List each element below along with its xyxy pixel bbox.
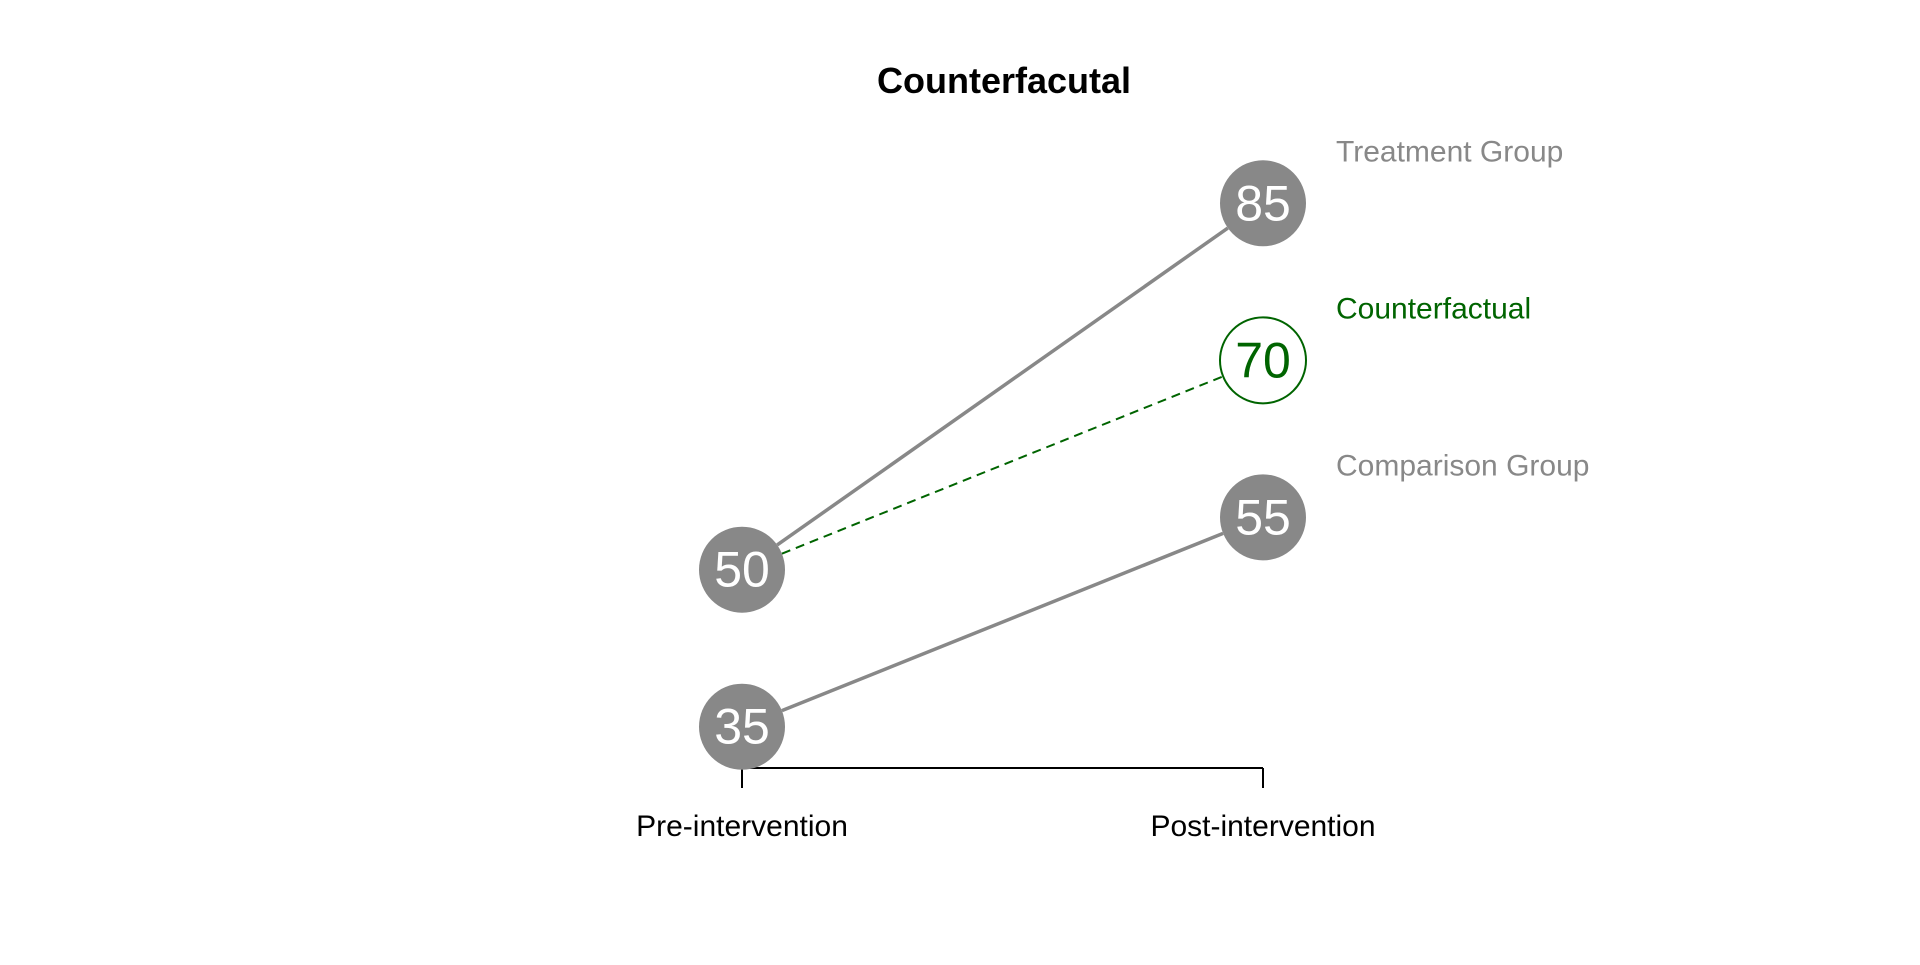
data-label: 50: [714, 542, 770, 598]
data-point: [699, 526, 785, 613]
data-point: [1220, 474, 1306, 561]
series-label-2: Comparison Group: [1336, 449, 1589, 482]
series-lines: [776, 226, 1229, 713]
series-labels: Treatment Group Counterfactual Comparison …: [1336, 135, 1589, 482]
series-label-0: Treatment Group: [1336, 135, 1563, 168]
series-label-1: Counterfactual: [1336, 292, 1531, 325]
data-point: [699, 683, 785, 770]
x-tick-label: Post-intervention: [1150, 810, 1375, 843]
x-axis: Pre-intervention Post-intervention: [636, 767, 1376, 843]
data-label: 55: [1235, 489, 1291, 545]
series-line-1: [781, 375, 1224, 555]
chart-title: Counterfacutal: [877, 60, 1131, 101]
data-label: 85: [1235, 175, 1291, 231]
series-line-0: [776, 226, 1229, 547]
data-label: 70: [1235, 332, 1291, 388]
series-line-2: [781, 531, 1224, 713]
data-label: 35: [714, 699, 770, 755]
data-points: 50 85 70 35 55: [699, 160, 1307, 770]
data-point: [1219, 316, 1307, 405]
x-tick-label: Pre-intervention: [636, 810, 848, 843]
data-point: [1220, 160, 1306, 247]
